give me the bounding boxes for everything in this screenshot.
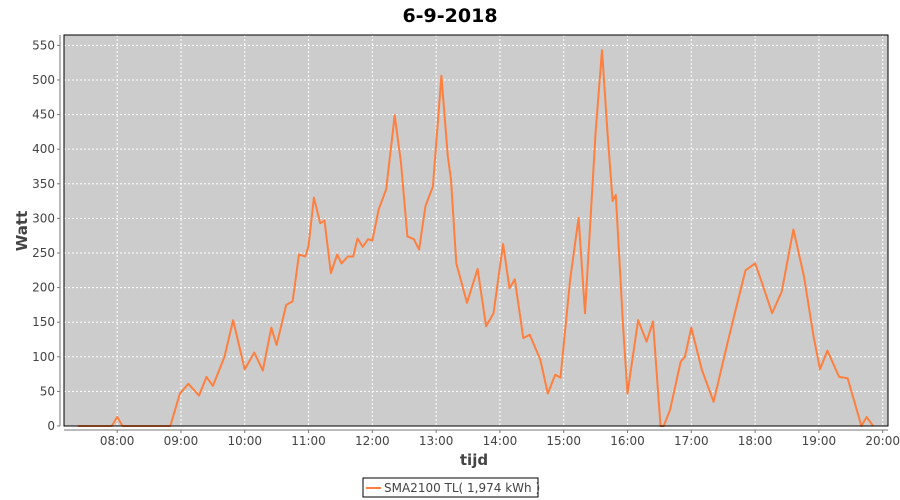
x-tick-label: 11:00 xyxy=(291,434,326,448)
legend-label: SMA2100 TL( 1,974 kWh ) xyxy=(384,481,540,495)
x-tick-label: 08:00 xyxy=(100,434,135,448)
y-tick-label: 450 xyxy=(32,108,55,122)
x-axis-label: tijd xyxy=(460,451,488,469)
x-tick-label: 14:00 xyxy=(483,434,518,448)
y-tick-label: 500 xyxy=(32,73,55,87)
x-tick-label: 09:00 xyxy=(164,434,199,448)
y-tick-label: 50 xyxy=(40,384,55,398)
legend: SMA2100 TL( 1,974 kWh ) xyxy=(362,477,540,498)
x-tick-label: 12:00 xyxy=(355,434,390,448)
y-tick-label: 250 xyxy=(32,246,55,260)
y-axis-label: Watt xyxy=(13,211,31,251)
y-tick-label: 400 xyxy=(32,142,55,156)
x-tick-label: 18:00 xyxy=(738,434,773,448)
legend-box xyxy=(362,477,539,498)
x-tick-label: 16:00 xyxy=(610,434,645,448)
x-tick-label: 20:00 xyxy=(865,434,900,448)
y-tick-label: 350 xyxy=(32,177,55,191)
x-axis: 08:00 09:00 10:00 11:00 12:00 13:00 14:00 15:00… xyxy=(64,429,900,448)
x-tick-label: 15:00 xyxy=(546,434,581,448)
chart-title: 6-9-2018 xyxy=(402,5,497,27)
x-tick-label: 17:00 xyxy=(674,434,709,448)
x-tick-label: 13:00 xyxy=(419,434,454,448)
x-tick-label: 19:00 xyxy=(802,434,837,448)
y-tick-label: 200 xyxy=(32,281,55,295)
y-tick-label: 550 xyxy=(32,38,55,52)
y-tick-label: 0 xyxy=(47,419,55,433)
y-tick-label: 150 xyxy=(32,315,55,329)
y-tick-label: 100 xyxy=(32,350,55,364)
plot-border xyxy=(63,34,889,427)
plot-area xyxy=(64,35,888,426)
y-tick-label: 300 xyxy=(32,211,55,225)
series-line xyxy=(77,49,874,427)
grid xyxy=(64,35,888,427)
x-tick-label: 10:00 xyxy=(227,434,262,448)
y-axis: 0 50 100 150 200 250 300 350 400 450 500 550 xyxy=(32,35,61,433)
